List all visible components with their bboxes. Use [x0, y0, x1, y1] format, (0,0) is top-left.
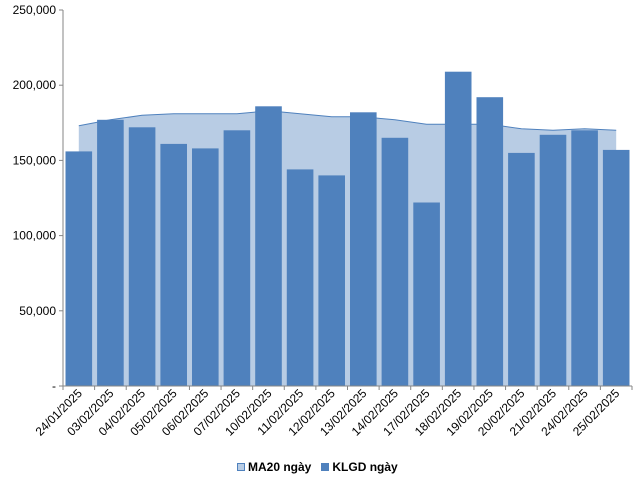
ma20-area-layer: [78, 110, 617, 387]
legend: MA20 ngày KLGD ngày: [237, 460, 408, 474]
klgd-bar: [602, 149, 630, 386]
y-tick-label: 200,000: [13, 78, 57, 92]
klgd-bar: [223, 130, 251, 386]
klgd-bar: [381, 137, 409, 386]
klgd-bar: [318, 175, 345, 386]
legend-item-klgd: KLGD ngày: [321, 460, 398, 474]
klgd-bar: [128, 127, 156, 387]
y-tick-label: 250,000: [13, 3, 57, 17]
klgd-bar: [286, 169, 314, 386]
y-tick-label: -: [52, 379, 56, 393]
klgd-bar: [413, 202, 440, 386]
klgd-bar: [508, 152, 535, 386]
klgd-bar: [476, 97, 504, 386]
y-tick-label: 150,000: [13, 153, 57, 167]
klgd-bar: [160, 143, 187, 386]
klgd-bar: [65, 151, 93, 386]
y-tick-label: 50,000: [19, 304, 56, 318]
klgd-bar: [571, 130, 598, 386]
klgd-bar: [444, 71, 472, 386]
klgd-bar: [192, 148, 219, 386]
legend-swatch-klgd: [321, 463, 330, 471]
klgd-bar: [539, 134, 567, 386]
legend-label-ma20: MA20 ngày: [248, 460, 312, 474]
legend-label-klgd: KLGD ngày: [332, 460, 398, 474]
bar-layer: [65, 71, 630, 387]
ma20-line: [78, 110, 617, 131]
klgd-bar: [350, 112, 377, 387]
y-tick-label: 100,000: [13, 229, 57, 243]
legend-item-ma20: MA20 ngày: [237, 460, 311, 474]
klgd-bar: [97, 119, 124, 387]
klgd-bar: [255, 106, 282, 387]
ma20-area: [78, 110, 617, 387]
legend-swatch-ma20: [237, 463, 245, 471]
